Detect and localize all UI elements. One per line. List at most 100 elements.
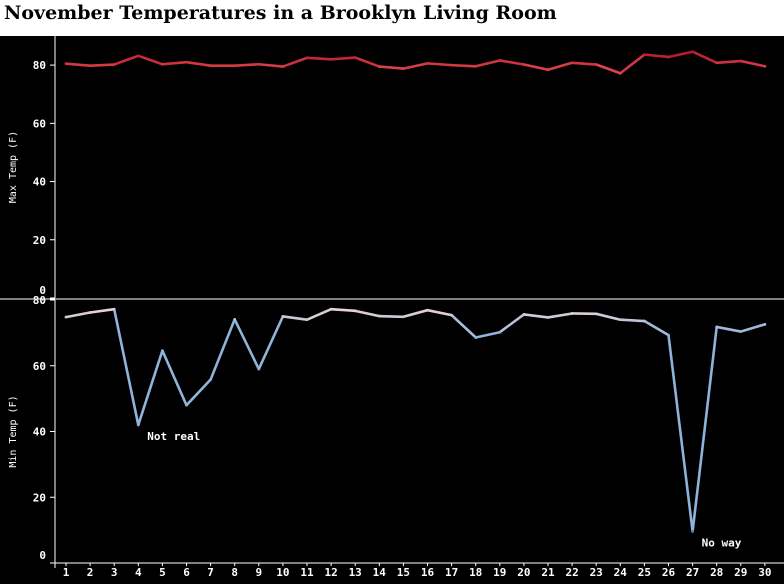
x-tick-label: 5 [159, 566, 166, 579]
title-underline [0, 32, 784, 36]
y-tick-label: 40 [33, 426, 46, 439]
x-tick-label: 30 [758, 566, 771, 579]
series-line-segment [570, 61, 598, 66]
data-point [88, 64, 92, 67]
annotation-label: No way [702, 536, 742, 549]
x-tick-label: 19 [493, 566, 506, 579]
data-point [402, 67, 405, 70]
x-tick-label: 4 [135, 566, 142, 579]
y-tick-label: 80 [33, 294, 46, 307]
y-tick-label: 20 [33, 234, 46, 247]
data-point [739, 330, 743, 333]
series-line-segment [498, 313, 526, 334]
data-point [619, 318, 622, 322]
series-line-segment [474, 59, 502, 68]
series-line-segment [498, 59, 526, 66]
x-tick-label: 11 [300, 566, 314, 579]
series-line-segment [426, 62, 453, 67]
data-point [137, 54, 140, 58]
data-point [570, 61, 574, 65]
series-line-segment [667, 333, 694, 533]
series-line-segment [474, 330, 502, 339]
series-line-segment [329, 56, 357, 61]
x-tick-label: 23 [590, 566, 603, 579]
series-line-segment [618, 318, 646, 323]
data-point [522, 313, 526, 316]
series-line-segment [450, 63, 478, 68]
annotation-label: Not real [147, 430, 200, 443]
y-tick-label: 60 [33, 117, 46, 130]
series-line-segment [161, 60, 188, 66]
data-point [763, 323, 767, 326]
data-point [137, 423, 140, 427]
data-point [161, 349, 164, 352]
series-line-segment [281, 56, 309, 68]
data-point [64, 62, 68, 65]
x-tick-label: 13 [349, 566, 362, 579]
x-tick-label: 22 [565, 566, 578, 579]
x-tick-label: 24 [614, 566, 628, 579]
data-point [498, 330, 502, 334]
y-tick-label: 20 [33, 491, 46, 504]
series-line-segment [233, 318, 261, 371]
y-axis-label: Max Temp (F) [8, 131, 19, 203]
x-tick-label: 20 [517, 566, 530, 579]
x-tick-label: 28 [710, 566, 723, 579]
data-point [450, 313, 453, 317]
series-line-segment [305, 307, 333, 322]
data-point [691, 530, 694, 533]
data-point [763, 64, 767, 68]
series-line-segment [112, 54, 140, 66]
series-line-segment [402, 62, 429, 70]
x-tick-label: 6 [183, 566, 190, 579]
series-line-segment [353, 309, 381, 318]
series-line-segment [305, 56, 333, 61]
max-temp-panel: 0 20 40 60 80 Max Temp (F) [8, 36, 767, 299]
data-point [594, 63, 598, 66]
data-point [546, 68, 550, 72]
data-point [474, 64, 478, 68]
data-point [378, 65, 381, 68]
data-point [353, 309, 357, 313]
series-line-segment [137, 54, 164, 66]
x-tick-label: 29 [734, 566, 747, 579]
data-point [378, 314, 381, 318]
data-point [161, 62, 164, 66]
data-point [233, 64, 236, 67]
series-line-segment [281, 315, 309, 322]
x-tick-label: 9 [255, 566, 262, 579]
data-point [112, 307, 116, 311]
x-tick-label: 2 [87, 566, 94, 579]
data-point [209, 64, 212, 67]
data-point [281, 65, 285, 68]
data-point [643, 53, 646, 56]
data-point [474, 336, 478, 339]
data-point [209, 378, 212, 381]
x-tick-label: 3 [111, 566, 118, 579]
min-temp-panel: 0 20 40 60 80 Min Temp (F) Not real No way [8, 294, 767, 568]
x-tick-label: 10 [276, 566, 289, 579]
series-line-segment [715, 325, 743, 333]
data-point [281, 315, 285, 318]
x-tick-label: 7 [207, 566, 214, 579]
x-tick-label: 15 [397, 566, 410, 579]
series-line-segment [643, 53, 670, 59]
y-axis-label: Min Temp (F) [8, 395, 19, 467]
series-line-segment [522, 63, 550, 72]
data-point [522, 63, 526, 66]
series-line-segment [546, 312, 574, 319]
series-line-segment [691, 50, 719, 65]
data-point [450, 63, 453, 67]
x-tick-label: 21 [541, 566, 555, 579]
data-point [715, 61, 718, 65]
y-tick-label: 80 [33, 59, 46, 72]
data-point [185, 403, 188, 407]
data-point [305, 318, 309, 322]
data-point [594, 312, 598, 316]
data-point [305, 56, 309, 60]
series-line-segment [377, 65, 405, 70]
series-line-segment [137, 349, 164, 427]
series-line-segment [594, 63, 622, 75]
data-point [667, 333, 670, 337]
series-line-segment [257, 315, 285, 371]
